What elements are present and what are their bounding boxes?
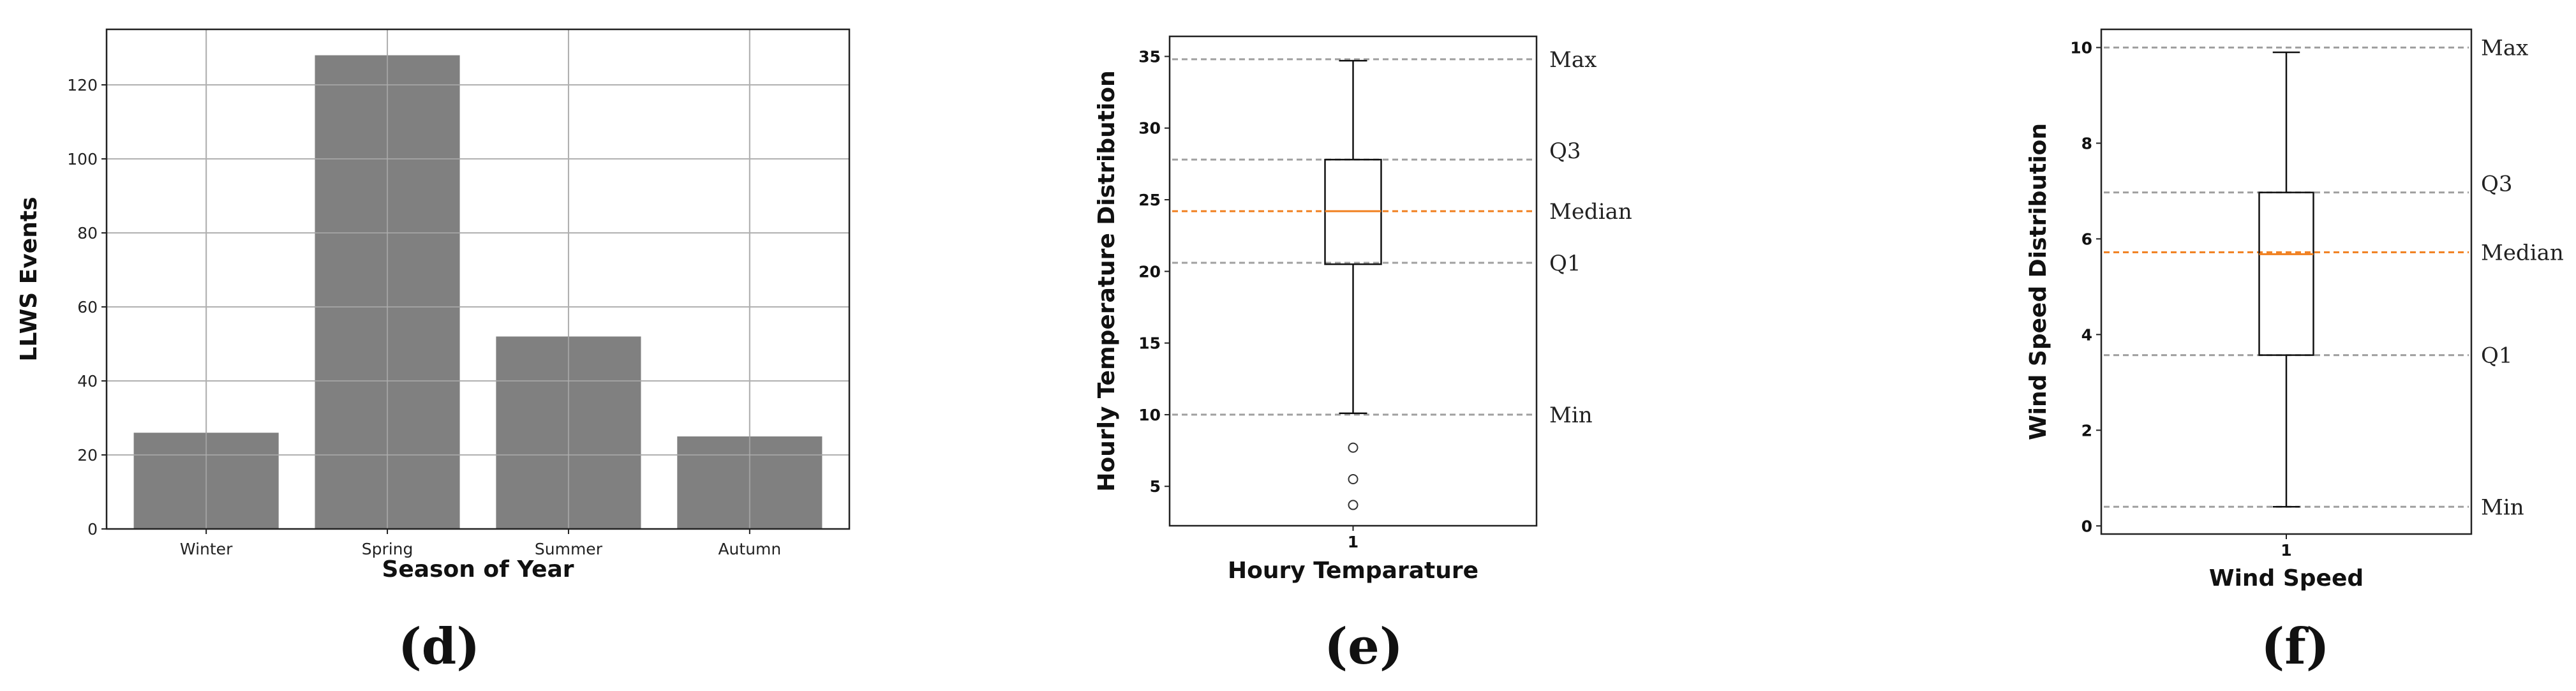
reference-label-q3: Q3 (2481, 172, 2513, 197)
y-axis-label: Hourly Temperature Distribution (1094, 70, 1120, 491)
reference-label-min: Min (1549, 403, 1593, 428)
reference-label-q1: Q1 (2481, 343, 2513, 369)
y-tick-label: 8 (2081, 134, 2092, 152)
x-tick-label: Spring (362, 540, 413, 558)
panel-caption: (f) (2261, 618, 2329, 676)
chart-panel-d: Winter Spring Summer Autumn 0 20 40 60 80 100 120 S… (16, 28, 851, 676)
y-tick-label: 80 (77, 224, 98, 242)
axes-frame (105, 28, 851, 530)
y-tick-label: 100 (67, 150, 98, 168)
y-tick-label: 2 (2081, 421, 2092, 440)
x-tick-label: 1 (2281, 541, 2291, 560)
x-axis-label: Season of Year (382, 556, 574, 583)
y-tick-label: 20 (1138, 262, 1161, 281)
x-axis-label: Wind Speed (2209, 565, 2364, 591)
reference-label-median: Median (2481, 240, 2564, 265)
y-axis-label: LLWS Events (16, 197, 42, 362)
y-tick-label: 35 (1138, 47, 1161, 66)
y-tick-label: 20 (77, 446, 98, 464)
y-tick-label: 0 (2081, 517, 2092, 535)
reference-label-min: Min (2481, 494, 2524, 520)
axes-frame (1168, 35, 1538, 527)
y-tick-label: 10 (2070, 38, 2092, 57)
y-tick-label: 10 (1138, 406, 1161, 424)
x-tick-label: Autumn (718, 540, 781, 558)
y-tick-label: 120 (67, 76, 98, 94)
outlier-point (1348, 500, 1359, 510)
x-tick-label: Winter (180, 540, 233, 558)
y-tick-label: 15 (1138, 334, 1161, 353)
y-tick-label: 5 (1150, 477, 1161, 496)
reference-label-max: Max (2481, 35, 2528, 61)
y-axis-label: Wind Speed Distribution (2025, 123, 2051, 440)
outlier-point (1348, 474, 1359, 485)
y-tick-label: 4 (2081, 325, 2092, 344)
y-tick-label: 6 (2081, 230, 2092, 248)
panel-caption: (e) (1324, 618, 1403, 676)
y-tick-label: 40 (77, 372, 98, 390)
iqr-box (2258, 191, 2314, 356)
x-tick-label: Summer (535, 540, 603, 558)
y-tick-label: 25 (1138, 191, 1161, 209)
y-tick-label: 0 (87, 520, 98, 539)
x-tick-label: 1 (1348, 533, 1359, 551)
y-tick-label: 60 (77, 298, 98, 316)
reference-label-max: Max (1549, 47, 1597, 73)
panel-caption: (d) (398, 618, 480, 676)
reference-label-median: Median (1549, 199, 1632, 225)
reference-label-q1: Q1 (1549, 251, 1581, 276)
y-tick-label: 30 (1138, 119, 1161, 138)
axes-frame (2100, 28, 2473, 535)
x-axis-label: Houry Temparature (1228, 558, 1478, 584)
reference-label-q3: Q3 (1549, 138, 1581, 164)
outlier-point (1348, 442, 1359, 453)
